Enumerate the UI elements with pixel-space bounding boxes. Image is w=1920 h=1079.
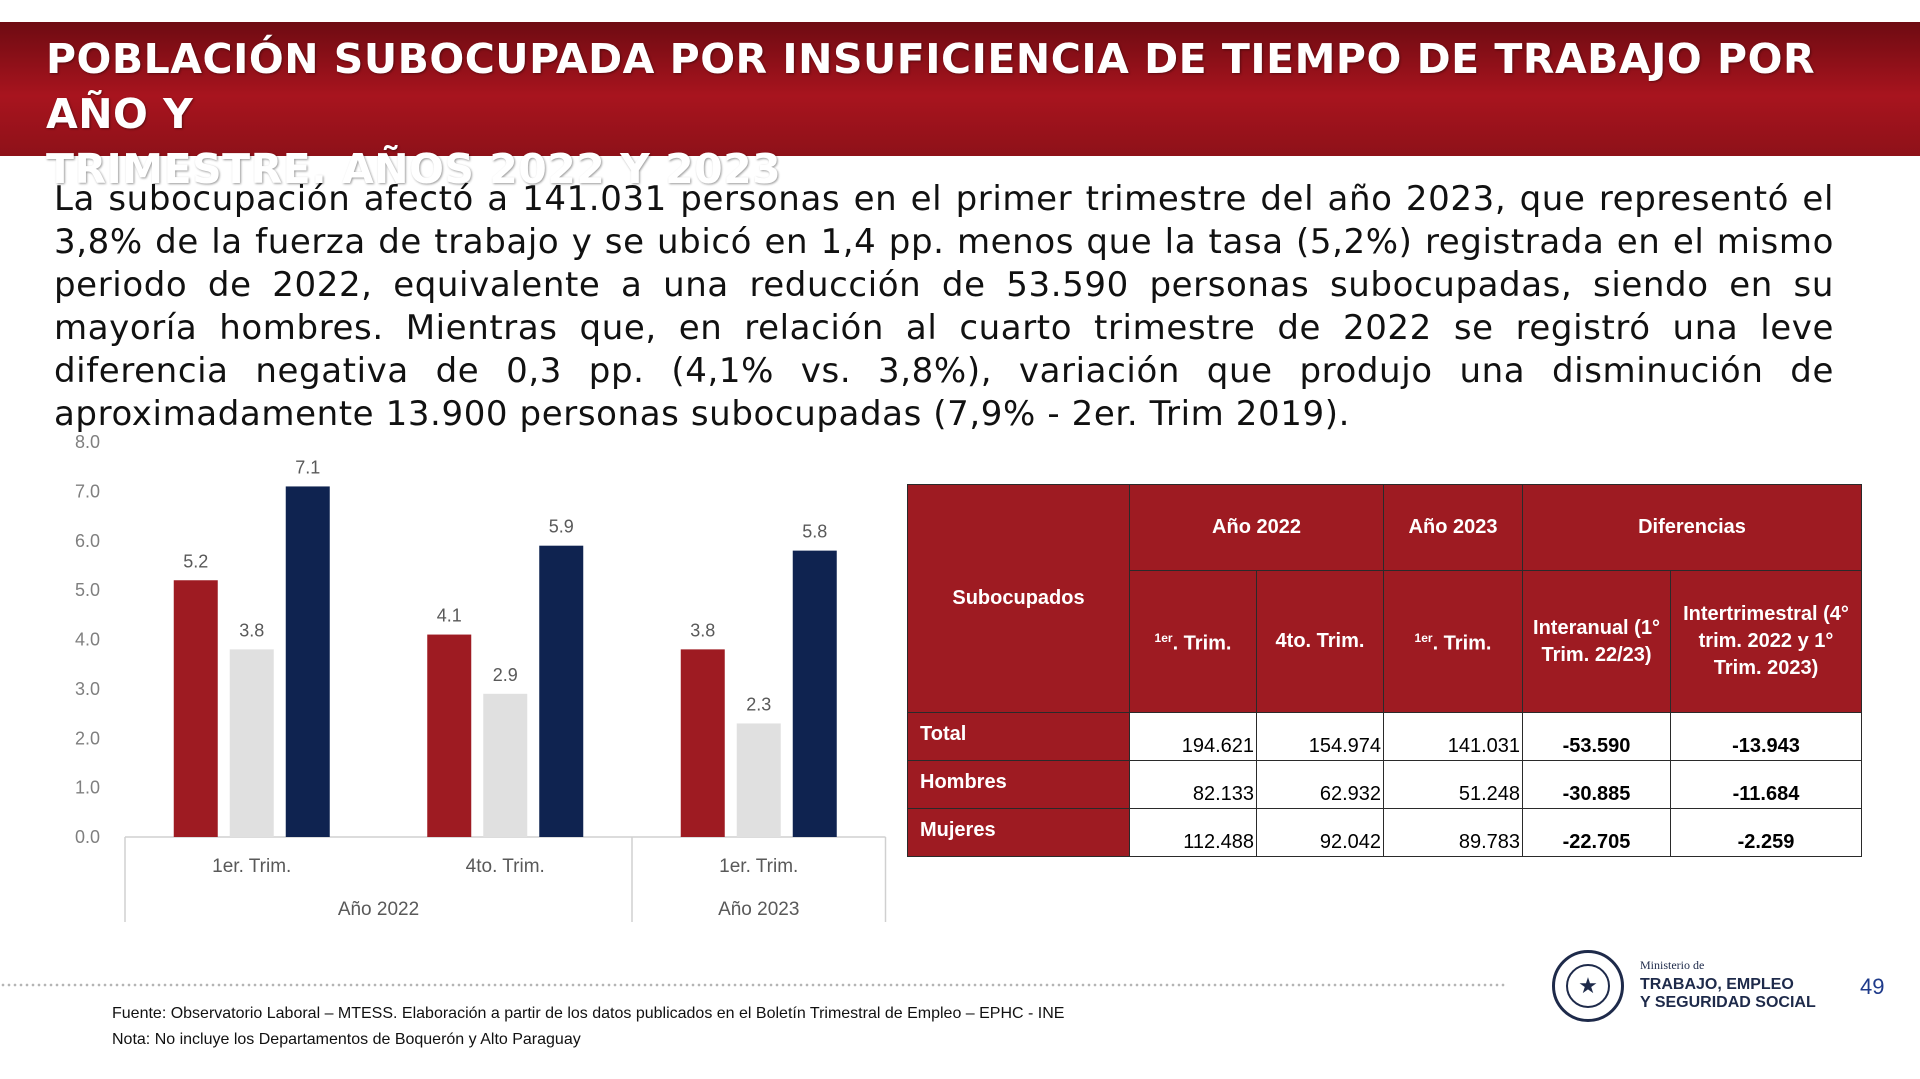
- y-tick-label: 2.0: [75, 728, 100, 748]
- header-year-2023: Año 2023: [1383, 484, 1523, 571]
- y-tick-label: 6.0: [75, 531, 100, 551]
- row-label-total: Total: [907, 712, 1130, 761]
- cell-total-4to-2022: 154.974: [1256, 712, 1384, 761]
- data-label: 3.8: [239, 620, 264, 640]
- bar: [736, 723, 781, 837]
- y-tick-label: 1.0: [75, 778, 100, 798]
- cell-total-1er-2022: 194.621: [1129, 712, 1257, 761]
- data-label: 4.1: [437, 606, 462, 626]
- header-year-2022: Año 2022: [1129, 484, 1384, 571]
- cell-mujeres-intertrimestral: -2.259: [1670, 808, 1862, 857]
- x-category-label: 4to. Trim.: [466, 856, 545, 877]
- x-category-label: 1er. Trim.: [719, 856, 798, 877]
- table-row: Mujeres 112.488 92.042 89.783 -22.705 -2…: [907, 808, 1862, 857]
- bar: [539, 545, 584, 837]
- cell-mujeres-1er-2023: 89.783: [1383, 808, 1523, 857]
- y-tick-label: 5.0: [75, 580, 100, 600]
- cell-hombres-interanual: -30.885: [1522, 760, 1671, 809]
- star-icon: ★: [1566, 964, 1610, 1008]
- data-label: 2.9: [493, 665, 518, 685]
- data-label: 7.1: [295, 457, 320, 477]
- data-label: 5.8: [802, 522, 827, 542]
- cell-mujeres-4to-2022: 92.042: [1256, 808, 1384, 857]
- coverage-note: Nota: No incluye los Departamentos de Bo…: [112, 1031, 581, 1048]
- page-number: 49: [1860, 974, 1885, 999]
- x-group-label: Año 2023: [718, 899, 799, 920]
- row-label-hombres: Hombres: [907, 760, 1130, 809]
- ministry-label-small: Ministerio de: [1640, 958, 1705, 972]
- data-label: 2.3: [746, 694, 771, 714]
- table-row: Hombres 82.133 62.932 51.248 -30.885 -11…: [907, 760, 1862, 809]
- subheader-1er-trim-2022: 1er. Trim.: [1129, 570, 1257, 713]
- cell-total-intertrimestral: -13.943: [1670, 712, 1862, 761]
- bar: [229, 649, 274, 837]
- header-diferencias: Diferencias: [1522, 484, 1862, 571]
- data-label: 5.2: [183, 551, 208, 571]
- row-label-mujeres: Mujeres: [907, 808, 1130, 857]
- cell-hombres-1er-2023: 51.248: [1383, 760, 1523, 809]
- cell-total-interanual: -53.590: [1522, 712, 1671, 761]
- y-tick-label: 3.0: [75, 679, 100, 699]
- bar: [285, 486, 330, 837]
- cell-mujeres-interanual: -22.705: [1522, 808, 1671, 857]
- cell-hombres-1er-2022: 82.133: [1129, 760, 1257, 809]
- cell-hombres-4to-2022: 62.932: [1256, 760, 1384, 809]
- y-tick-label: 8.0: [75, 432, 100, 452]
- data-label: 3.8: [690, 620, 715, 640]
- bar: [680, 649, 725, 837]
- subheader-intertrimestral: Intertrimestral (4° trim. 2022 y 1° Trim…: [1670, 570, 1862, 713]
- title-line-1: POBLACIÓN SUBOCUPADA POR INSUFICIENCIA D…: [46, 35, 1816, 138]
- cell-total-1er-2023: 141.031: [1383, 712, 1523, 761]
- bar-chart: 0.0 1.0 2.0 3.0 4.0 5.0 6.0 7.0 8.0 5.2 3.8 7.1 1er.…: [75, 432, 887, 922]
- ministry-name: TRABAJO, EMPLEO Y SEGURIDAD SOCIAL: [1640, 976, 1816, 1011]
- y-tick-label: 7.0: [75, 481, 100, 501]
- x-group-label: Año 2022: [338, 899, 419, 920]
- page-title: POBLACIÓN SUBOCUPADA POR INSUFICIENCIA D…: [46, 32, 1886, 197]
- intro-paragraph: La subocupación afectó a 141.031 persona…: [54, 179, 1834, 434]
- title-line-2: TRIMESTRE. AÑOS 2022 Y 2023: [46, 145, 782, 193]
- cell-mujeres-1er-2022: 112.488: [1129, 808, 1257, 857]
- bar: [483, 693, 528, 837]
- national-seal-icon: ★: [1552, 950, 1624, 1022]
- subheader-4to-trim-2022: 4to. Trim.: [1256, 570, 1384, 713]
- y-tick-label: 4.0: [75, 630, 100, 650]
- subheader-1er-trim-2023: 1er. Trim.: [1383, 570, 1523, 713]
- data-label: 5.9: [549, 517, 574, 537]
- subheader-interanual: Interanual (1° Trim. 22/23): [1522, 570, 1671, 713]
- bar: [427, 634, 472, 837]
- x-category-label: 1er. Trim.: [212, 856, 291, 877]
- cell-hombres-intertrimestral: -11.684: [1670, 760, 1862, 809]
- source-note: Fuente: Observatorio Laboral – MTESS. El…: [112, 1005, 1065, 1022]
- subocupados-table: Subocupados Año 2022 Año 2023 Diferencia…: [907, 484, 1862, 857]
- dotted-divider: [0, 983, 1506, 987]
- footnote: Fuente: Observatorio Laboral – MTESS. El…: [112, 1001, 1064, 1053]
- table-row: Total 194.621 154.974 141.031 -53.590 -1…: [907, 712, 1862, 761]
- table-corner-header: Subocupados: [907, 484, 1130, 713]
- ministry-logo: ★ Ministerio de TRABAJO, EMPLEO Y SEGURI…: [1552, 948, 1832, 1028]
- bar: [173, 580, 218, 837]
- header-banner: POBLACIÓN SUBOCUPADA POR INSUFICIENCIA D…: [0, 22, 1920, 193]
- bar: [792, 550, 837, 837]
- y-tick-label: 0.0: [75, 827, 100, 847]
